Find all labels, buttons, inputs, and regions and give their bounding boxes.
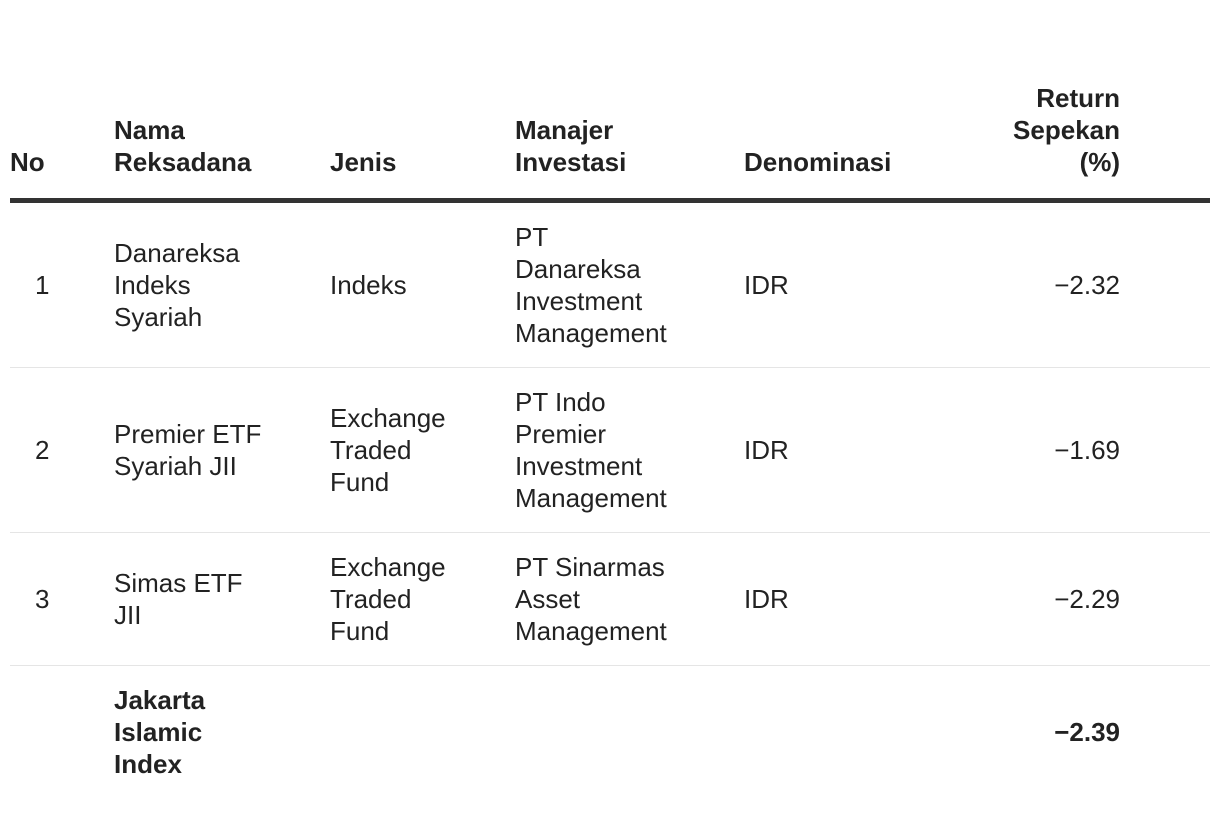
text-line: Re — [1120, 114, 1210, 146]
text-line: Danareksa — [114, 238, 240, 268]
text-line: Management — [515, 616, 667, 646]
cell-nama-reksadana: Danareksa Indeks Syariah — [114, 200, 330, 368]
text-line: Jenis — [330, 147, 397, 177]
cell-nama-reksadana: Simas ETF JII — [114, 532, 330, 666]
table-row: 1 Danareksa Indeks Syariah Indeks PT Danare… — [10, 200, 1210, 368]
text-line: Danareksa — [515, 254, 641, 284]
header-return-sepekan: Return Sepekan (%) — [944, 68, 1120, 203]
table-row: 3 Simas ETF JII Exchange Traded Fund PT Sin… — [10, 532, 1210, 666]
text-line: Nama — [114, 115, 185, 145]
text-line: Manajer — [515, 115, 614, 145]
table-viewport: No Nama Reksadana Jenis Manajer Investasi … — [10, 0, 1210, 834]
cell-return-sepekan: −2.29 — [944, 532, 1120, 666]
text-line: Jakarta — [114, 685, 206, 715]
text-line: Return — [1036, 83, 1120, 113]
cell-denominasi: IDR — [744, 200, 944, 368]
total-label: Jakarta Islamic Index — [114, 666, 330, 799]
header-row: No Nama Reksadana Jenis Manajer Investasi … — [10, 68, 1210, 203]
text-line: Fund — [330, 467, 390, 497]
reksadana-table: No Nama Reksadana Jenis Manajer Investasi … — [10, 68, 1210, 798]
header-denominasi: Denominasi — [744, 68, 944, 203]
cell-return-sepekan: −2.32 — [944, 200, 1120, 368]
cell-nama-reksadana: Premier ETF Syariah JII — [114, 367, 330, 533]
text-line: PT Sinarmas — [515, 552, 665, 582]
cell-jenis: Exchange Traded Fund — [330, 532, 515, 666]
text-line: Traded — [330, 435, 412, 465]
header-manajer-investasi: Manajer Investasi — [515, 68, 744, 203]
text-line: JII — [114, 600, 142, 630]
table-row: 2 Premier ETF Syariah JII Exchange Traded F… — [10, 367, 1210, 533]
text-line: Reksadana — [114, 147, 252, 177]
cell-empty — [515, 666, 744, 799]
text-line: PT Indo — [515, 387, 606, 417]
cell-manajer-investasi: PT Danareksa Investment Management — [515, 200, 744, 368]
total-return-next: − — [1120, 666, 1210, 799]
text-line: Asset — [515, 584, 581, 614]
cell-no: 1 — [10, 200, 114, 368]
text-line: No — [10, 147, 45, 177]
text-line: Premier ETF — [114, 419, 262, 449]
text-line: Investasi — [515, 147, 627, 177]
header-jenis: Jenis — [330, 68, 515, 203]
header-nama-reksadana: Nama Reksadana — [114, 68, 330, 203]
cell-empty — [744, 666, 944, 799]
text-line: Exchange — [330, 403, 446, 433]
total-return-sepekan: −2.39 — [1054, 717, 1120, 747]
cell-return-sepekan: −1.69 — [944, 367, 1120, 533]
cell-no: 3 — [10, 532, 114, 666]
text-line: Exchange — [330, 552, 446, 582]
text-line: Indeks — [330, 270, 407, 300]
cell-manajer-investasi: PT Indo Premier Investment Management — [515, 367, 744, 533]
cell-denominasi: IDR — [744, 367, 944, 533]
table-body: 1 Danareksa Indeks Syariah Indeks PT Danare… — [10, 200, 1210, 799]
text-line: Simas ETF — [114, 568, 243, 598]
text-line: Syariah JII — [114, 451, 237, 481]
cell-manajer-investasi: PT Sinarmas Asset Management — [515, 532, 744, 666]
cell-return-next: − — [1120, 200, 1210, 368]
text-line: (%) — [1079, 147, 1120, 177]
cell-jenis: Exchange Traded Fund — [330, 367, 515, 533]
cell-return-next: − — [1120, 532, 1210, 666]
text-line: Syariah — [114, 302, 203, 332]
text-line: Islamic — [114, 717, 203, 747]
text-line: Investment — [515, 286, 643, 316]
table-header: No Nama Reksadana Jenis Manajer Investasi … — [10, 68, 1210, 203]
cell-jenis: Indeks — [330, 200, 515, 368]
text-line: PT — [515, 222, 549, 252]
text-line: Denominasi — [744, 147, 892, 177]
text-line: Management — [515, 318, 667, 348]
text-line: Indeks — [114, 270, 191, 300]
text-line: Index — [114, 749, 182, 779]
text-line: Investment — [515, 451, 643, 481]
text-line: Seb — [1120, 146, 1210, 178]
cell-denominasi: IDR — [744, 532, 944, 666]
text-line: Traded — [330, 584, 412, 614]
text-line: Premier — [515, 419, 607, 449]
text-line: Management — [515, 483, 667, 513]
text-line: Sepekan — [1013, 115, 1120, 145]
header-return-next: ReSeb — [1120, 68, 1210, 203]
cell-return-next: − — [1120, 367, 1210, 533]
cell-empty — [330, 666, 515, 799]
header-no: No — [10, 68, 114, 203]
cell-no: 2 — [10, 367, 114, 533]
cell-no-empty — [10, 666, 114, 799]
text-line: Fund — [330, 616, 390, 646]
